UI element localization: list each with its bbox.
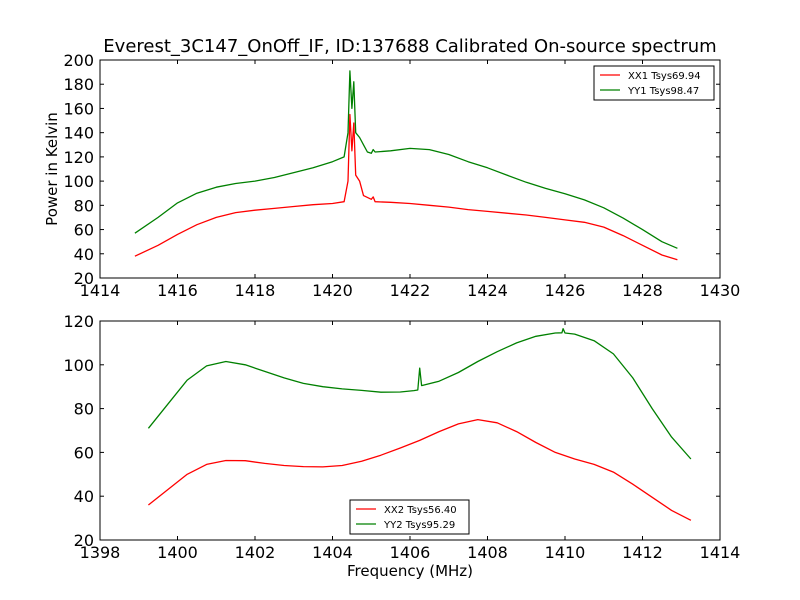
x-axis-label: Frequency (MHz) [347,562,473,580]
x-tick-label: 1402 [235,543,276,562]
chart-title: Everest_3C147_OnOff_IF, ID:137688 Calibr… [103,36,716,57]
x-tick-label: 1414 [700,543,741,562]
x-tick-label: 1412 [622,543,663,562]
x-tick-label: 1420 [312,281,353,300]
x-tick-label: 1422 [390,281,431,300]
y-tick-label: 20 [74,531,94,550]
series-line-1 [134,113,678,261]
y-tick-label: 80 [74,400,94,419]
legend: XX2 Tsys56.40 YY2 Tsys95.29 [349,499,470,535]
x-tick-label: 1424 [467,281,508,300]
y-tick-label: 100 [63,356,94,375]
x-tick-label: 1408 [467,543,508,562]
legend: XX1 Tsys69.94 YY1 Tsys98.47 [593,65,715,101]
y-tick-label: 40 [74,487,94,506]
legend-frame [593,65,715,101]
y-tick-label: 180 [63,75,94,94]
x-tick-label: 1406 [390,543,431,562]
y-tick-label: 20 [74,269,94,288]
y-tick-label: 80 [74,196,94,215]
y-tick-label: 100 [63,172,94,191]
x-tick-label: 1430 [700,281,741,300]
y-axis-label: Power in Kelvin [43,112,61,226]
legend-frame [349,499,470,535]
x-tick-label: 1426 [545,281,586,300]
x-tick-label: 1404 [312,543,353,562]
series-line-1 [147,418,692,521]
y-tick-label: 60 [74,443,94,462]
y-tick-label: 200 [63,51,94,70]
y-tick-label: 120 [63,312,94,331]
x-tick-label: 1428 [622,281,663,300]
legend-label: XX2 Tsys56.40 [384,505,457,516]
series-line-2 [147,328,692,460]
x-tick-label: 1418 [235,281,276,300]
x-tick-label: 1416 [157,281,198,300]
series-line-2 [134,70,678,249]
x-tick-label: 1414 [80,281,121,300]
y-tick-label: 60 [74,221,94,240]
legend-label: YY1 Tsys98.47 [627,86,699,97]
y-tick-label: 160 [63,99,94,118]
y-tick-label: 140 [63,124,94,143]
legend-label: XX1 Tsys69.94 [628,71,701,82]
y-tick-label: 120 [63,148,94,167]
chart-panel-1: 1414 1416 1418 1420 1422 1424 1426 1428 1430 20 40… [43,36,740,300]
x-tick-label: 1398 [80,543,121,562]
legend-label: YY2 Tsys95.29 [383,520,455,531]
chart-panel-2: 1398 1400 1402 1404 1406 1408 1410 1412 1414 20 40… [63,312,740,580]
x-tick-label: 1400 [157,543,198,562]
x-tick-label: 1410 [545,543,586,562]
y-tick-label: 40 [74,245,94,264]
